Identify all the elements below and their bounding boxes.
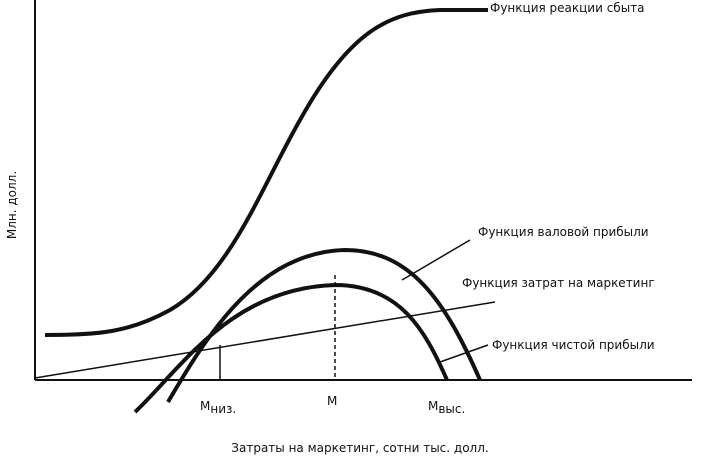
marker: Mниз. [200, 399, 236, 416]
curve-label: Функция валовой прибыли [478, 225, 649, 239]
curve-label: Функция чистой прибыли [492, 338, 655, 352]
x-axis-title: Затраты на маркетинг, сотни тыс. долл. [231, 441, 488, 455]
curve-label: Функция реакции сбыта [490, 1, 645, 15]
marker: Mвыс. [428, 399, 465, 416]
marketing-cost-line [34, 301, 496, 379]
net-profit-curve [133, 282, 449, 414]
curve-label: Функция затрат на маркетинг [462, 276, 655, 290]
pointer [401, 239, 471, 281]
sales-curve [44, 8, 488, 337]
y-axis-title: Млн. долл. [5, 171, 19, 239]
marker: M [327, 394, 337, 408]
pointer [439, 344, 489, 363]
